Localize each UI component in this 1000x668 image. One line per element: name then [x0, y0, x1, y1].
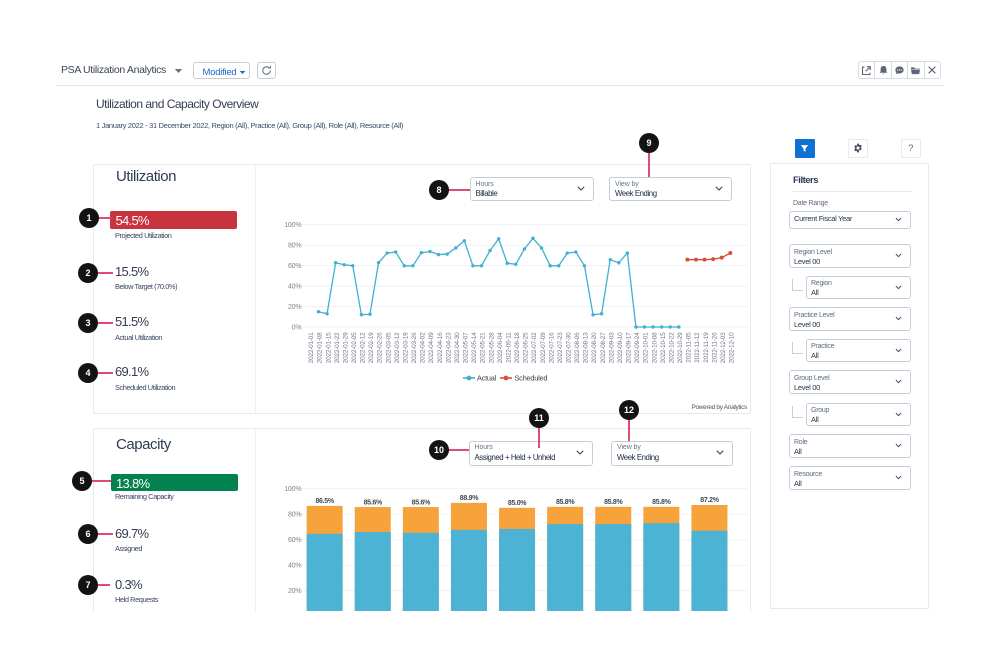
svg-text:2022-11-12: 2022-11-12	[694, 332, 701, 363]
svg-text:2022-02-12: 2022-02-12	[360, 332, 367, 363]
svg-text:2022-03-05: 2022-03-05	[385, 332, 392, 363]
svg-text:2022-07-23: 2022-07-23	[557, 332, 564, 363]
svg-text:2022-03-19: 2022-03-19	[402, 332, 409, 363]
svg-text:2022-01-29: 2022-01-29	[342, 332, 349, 363]
svg-text:2022-03-12: 2022-03-12	[394, 332, 401, 363]
svg-text:0%: 0%	[292, 324, 302, 331]
svg-text:2022-11-05: 2022-11-05	[686, 332, 693, 363]
svg-text:2022-10-22: 2022-10-22	[668, 332, 675, 363]
svg-text:80%: 80%	[288, 512, 302, 519]
svg-text:86.5%: 86.5%	[315, 498, 334, 505]
svg-text:2022-04-30: 2022-04-30	[454, 332, 461, 363]
svg-text:2022-02-05: 2022-02-05	[351, 332, 358, 363]
svg-text:60%: 60%	[288, 537, 302, 544]
svg-text:2022-06-11: 2022-06-11	[505, 332, 512, 363]
svg-text:2022-08-20: 2022-08-20	[591, 332, 598, 363]
svg-text:2022-05-07: 2022-05-07	[463, 332, 470, 363]
svg-text:2022-08-06: 2022-08-06	[574, 332, 581, 363]
svg-text:Scheduled: Scheduled	[515, 374, 548, 383]
svg-text:85.8%: 85.8%	[556, 499, 575, 506]
svg-text:2022-03-26: 2022-03-26	[411, 332, 418, 363]
svg-text:2022-04-23: 2022-04-23	[445, 332, 452, 363]
svg-text:2022-10-01: 2022-10-01	[643, 332, 650, 363]
svg-text:40%: 40%	[288, 284, 302, 291]
svg-text:2022-04-09: 2022-04-09	[428, 332, 435, 363]
svg-text:2022-10-08: 2022-10-08	[651, 332, 658, 363]
svg-text:2022-01-01: 2022-01-01	[308, 332, 315, 363]
svg-text:2022-09-24: 2022-09-24	[634, 332, 641, 363]
svg-text:100%: 100%	[284, 222, 301, 229]
svg-text:2022-06-25: 2022-06-25	[523, 332, 530, 363]
svg-text:20%: 20%	[288, 304, 302, 311]
svg-text:20%: 20%	[288, 588, 302, 595]
svg-text:2022-07-09: 2022-07-09	[540, 332, 547, 363]
svg-text:2022-07-30: 2022-07-30	[566, 332, 573, 363]
svg-text:2022-11-26: 2022-11-26	[711, 332, 718, 363]
svg-text:2022-02-26: 2022-02-26	[377, 332, 384, 363]
svg-text:100%: 100%	[284, 486, 301, 493]
svg-text:2022-12-10: 2022-12-10	[729, 332, 736, 363]
svg-text:2022-01-15: 2022-01-15	[325, 332, 332, 363]
svg-text:2022-05-28: 2022-05-28	[488, 332, 495, 363]
svg-text:80%: 80%	[288, 243, 302, 250]
svg-text:2022-09-17: 2022-09-17	[626, 332, 633, 363]
svg-text:2022-11-19: 2022-11-19	[703, 332, 710, 363]
svg-text:2022-09-03: 2022-09-03	[608, 332, 615, 363]
svg-text:85.8%: 85.8%	[652, 499, 671, 506]
svg-text:2022-10-29: 2022-10-29	[677, 332, 684, 363]
svg-text:2022-02-19: 2022-02-19	[368, 332, 375, 363]
svg-text:40%: 40%	[288, 563, 302, 570]
svg-text:88.9%: 88.9%	[460, 495, 479, 502]
svg-text:85.6%: 85.6%	[364, 499, 383, 506]
svg-text:2022-07-16: 2022-07-16	[548, 332, 555, 363]
svg-text:2022-04-02: 2022-04-02	[420, 332, 427, 363]
svg-text:87.2%: 87.2%	[700, 497, 719, 504]
svg-text:60%: 60%	[288, 263, 302, 270]
svg-text:85.6%: 85.6%	[412, 499, 431, 506]
svg-text:2022-12-03: 2022-12-03	[720, 332, 727, 363]
svg-text:2022-08-13: 2022-08-13	[583, 332, 590, 363]
svg-text:2022-09-10: 2022-09-10	[617, 332, 624, 363]
svg-text:2022-04-16: 2022-04-16	[437, 332, 444, 363]
svg-text:2022-10-15: 2022-10-15	[660, 332, 667, 363]
svg-text:2022-01-22: 2022-01-22	[334, 332, 341, 363]
svg-text:2022-05-14: 2022-05-14	[471, 332, 478, 363]
svg-text:2022-06-18: 2022-06-18	[514, 332, 521, 363]
svg-text:Actual: Actual	[477, 374, 497, 383]
svg-text:2022-05-21: 2022-05-21	[480, 332, 487, 363]
svg-text:85.8%: 85.8%	[604, 499, 623, 506]
svg-text:2022-08-27: 2022-08-27	[600, 332, 607, 363]
svg-text:2022-07-02: 2022-07-02	[531, 332, 538, 363]
svg-text:2022-01-08: 2022-01-08	[317, 332, 324, 363]
svg-text:85.0%: 85.0%	[508, 500, 527, 507]
svg-text:2022-06-04: 2022-06-04	[497, 332, 504, 363]
